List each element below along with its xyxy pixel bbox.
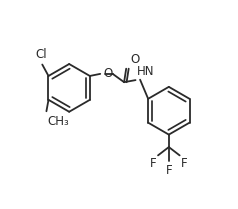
Text: O: O (130, 53, 139, 66)
Text: CH₃: CH₃ (47, 115, 69, 128)
Text: Cl: Cl (35, 48, 47, 61)
Text: F: F (150, 157, 156, 170)
Text: F: F (165, 164, 172, 177)
Text: O: O (103, 67, 112, 80)
Text: F: F (181, 157, 188, 170)
Text: HN: HN (137, 65, 154, 78)
